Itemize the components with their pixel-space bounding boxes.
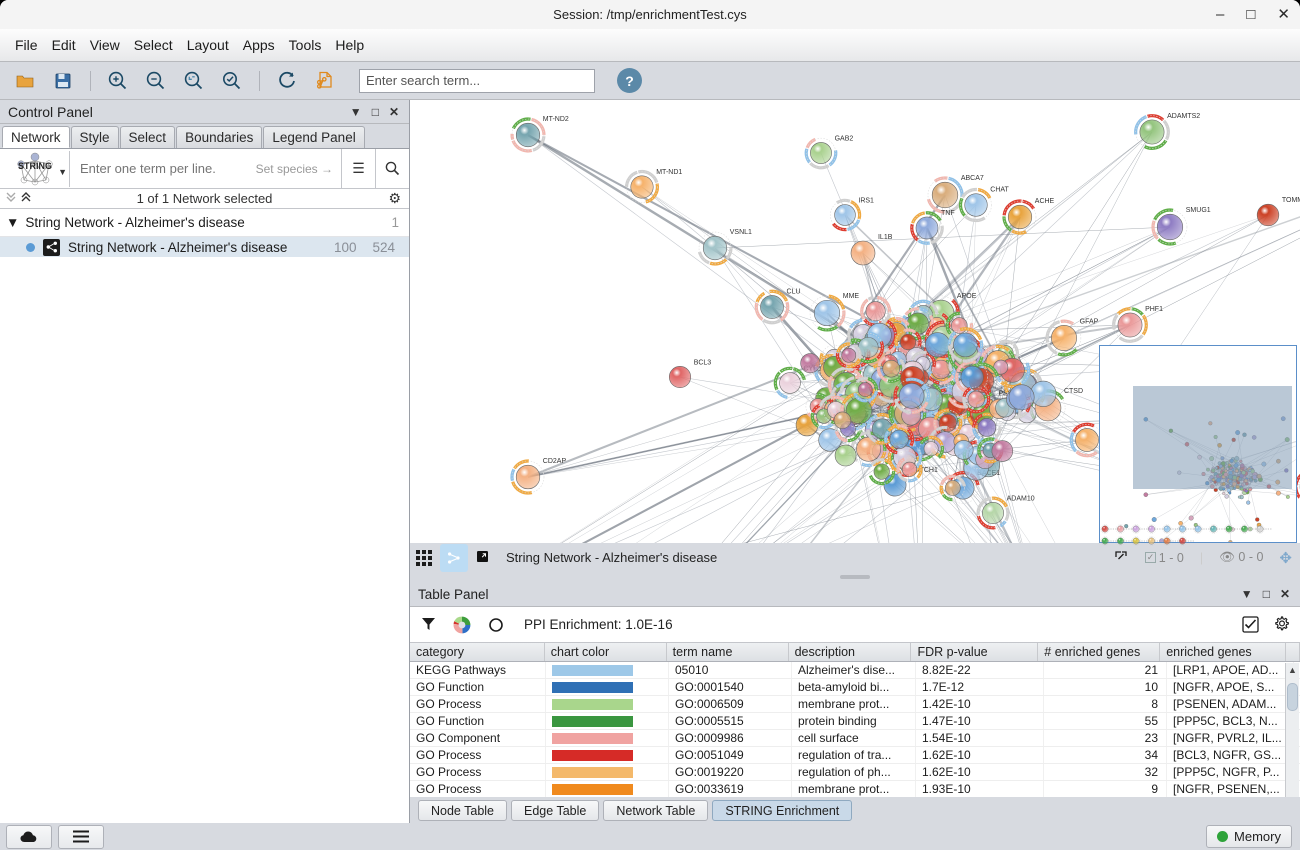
svg-text:VSNL1: VSNL1 xyxy=(730,229,752,236)
svg-text:PHF1: PHF1 xyxy=(1145,306,1163,313)
svg-text:ACHE: ACHE xyxy=(1035,198,1055,205)
svg-text:CD2AP: CD2AP xyxy=(543,458,567,465)
svg-text:BCL3: BCL3 xyxy=(694,359,712,366)
svg-text:GFAP: GFAP xyxy=(1080,318,1099,325)
svg-text:ABCA7: ABCA7 xyxy=(961,175,984,182)
svg-text:APOE: APOE xyxy=(957,293,977,300)
svg-text:IL1B: IL1B xyxy=(878,234,893,241)
svg-text:IRS1: IRS1 xyxy=(858,198,874,205)
svg-text:STRING: STRING xyxy=(17,161,51,171)
svg-text:CHAT: CHAT xyxy=(990,187,1009,194)
svg-text:TNF: TNF xyxy=(941,210,955,217)
svg-text:GAB2: GAB2 xyxy=(835,135,854,142)
svg-text:CTSD: CTSD xyxy=(1064,388,1083,395)
svg-text:TOMM40: TOMM40 xyxy=(1282,197,1300,204)
svg-text:MT-ND1: MT-ND1 xyxy=(656,169,682,176)
svg-text:MME: MME xyxy=(843,293,860,300)
svg-text:MT-ND2: MT-ND2 xyxy=(543,116,569,123)
svg-text:CLU: CLU xyxy=(787,288,801,295)
svg-text:ADAMTS2: ADAMTS2 xyxy=(1167,113,1200,120)
svg-text:SMUG1: SMUG1 xyxy=(1186,207,1211,214)
svg-text:ADAM10: ADAM10 xyxy=(1007,495,1035,502)
